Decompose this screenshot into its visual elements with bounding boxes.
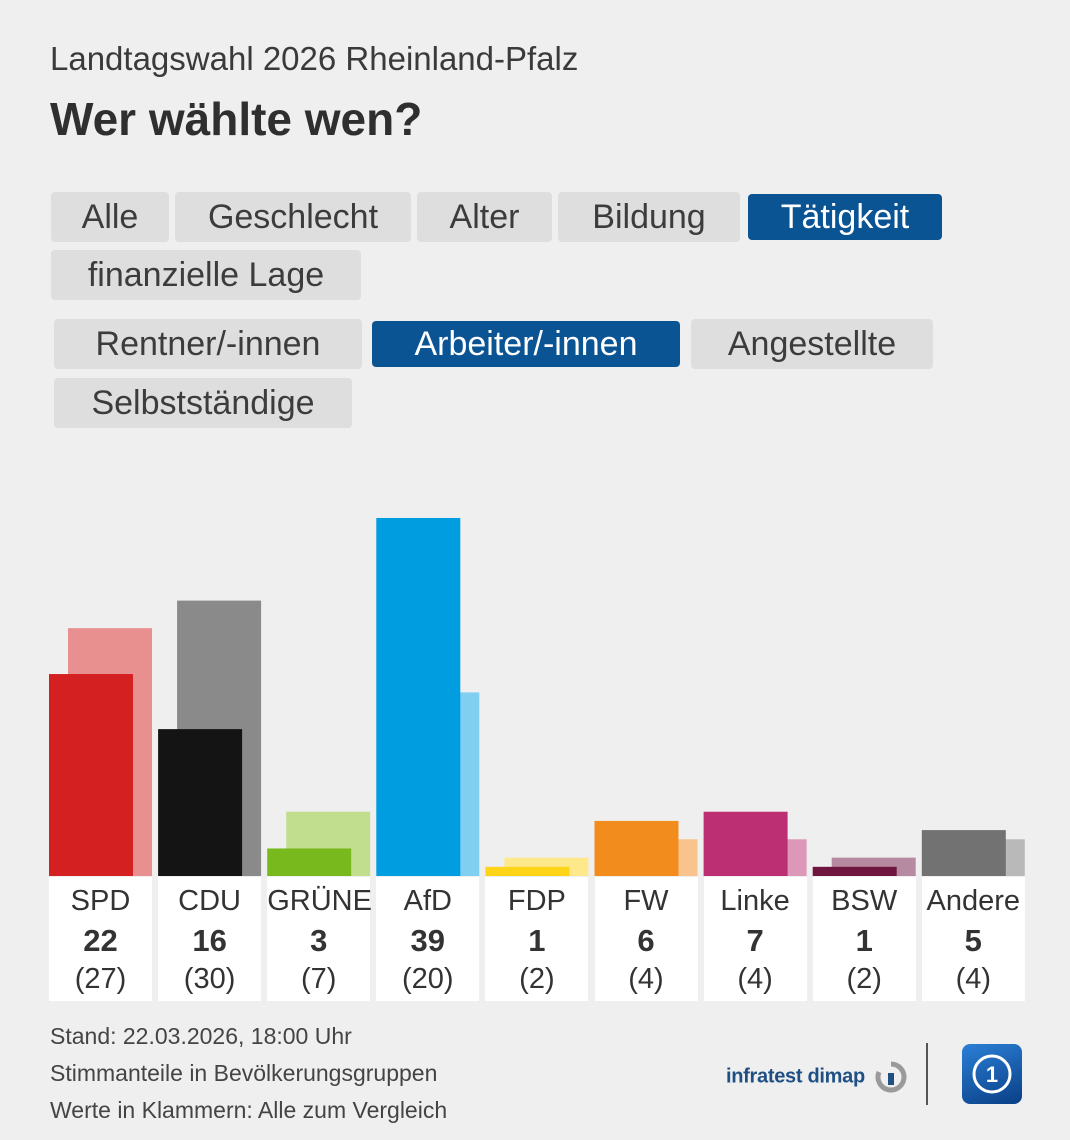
category-tabs: Alle Geschlecht Alter Bildung Tätigkeit …	[50, 192, 1010, 302]
label-card-cdu: CDU 16 (30)	[158, 877, 262, 1001]
vote-share-bar-chart	[49, 517, 1025, 876]
party-name-fw: FW	[623, 885, 669, 917]
label-card-linke: Linke 7 (4)	[703, 877, 807, 1001]
label-card-afd: AfD 39 (20)	[376, 877, 480, 1001]
party-compare-bsw: (2)	[846, 963, 882, 995]
party-compare-cdu: (30)	[183, 963, 236, 995]
party-value-fdp: 1	[528, 923, 546, 958]
bar-linke	[703, 811, 788, 876]
chart-title: Wer wählte wen?	[50, 93, 423, 145]
party-value-bsw: 1	[855, 923, 873, 958]
party-name-andere: Andere	[926, 885, 1021, 917]
party-name-cdu: CDU	[178, 885, 242, 917]
party-value-cdu: 16	[192, 923, 227, 958]
party-value-linke: 7	[746, 923, 764, 958]
tab-alle[interactable]: Alle	[51, 192, 169, 242]
party-compare-afd: (20)	[402, 963, 454, 995]
bar-gr-ne	[267, 848, 352, 876]
party-value-fw: 6	[637, 923, 655, 958]
party-compare-fdp: (2)	[519, 963, 555, 995]
label-card-andere: Andere 5 (4)	[921, 877, 1025, 1001]
footer-divider	[926, 1043, 928, 1105]
party-value-gr-ne: 3	[310, 923, 328, 958]
party-value-andere: 5	[964, 923, 982, 958]
tab-rentner[interactable]: Rentner/-innen	[54, 319, 362, 369]
party-value-afd: 39	[410, 923, 446, 958]
label-card-fw: FW 6 (4)	[594, 877, 698, 1001]
footer-note-compare: Werte in Klammern: Alle zum Vergleich	[50, 1097, 448, 1123]
bar-fdp	[485, 866, 570, 876]
party-compare-andere: (4)	[955, 963, 992, 995]
label-card-fdp: FDP 1 (2)	[485, 877, 589, 1001]
label-card-spd: SPD 22 (27)	[49, 877, 152, 1001]
party-name-afd: AfD	[403, 885, 452, 917]
infratest-brand-text: infratest dimap	[726, 1065, 865, 1088]
party-name-fdp: FDP	[507, 885, 566, 917]
bar-andere	[921, 830, 1006, 876]
tab-geschlecht[interactable]: Geschlecht	[175, 192, 411, 242]
label-card-gr-ne: GRÜNE 3 (7)	[267, 877, 372, 1001]
ard-one-logo-icon: 1	[962, 1044, 1022, 1104]
tab-bildung[interactable]: Bildung	[558, 192, 740, 242]
bar-spd	[49, 674, 133, 876]
chart-subtitle: Landtagswahl 2026 Rheinland-Pfalz	[50, 40, 579, 77]
party-compare-fw: (4)	[628, 963, 664, 995]
svg-text:1: 1	[986, 1062, 998, 1087]
tab-angestellte[interactable]: Angestellte	[691, 319, 933, 369]
party-compare-gr-ne: (7)	[300, 963, 337, 995]
tab-selbststaendige[interactable]: Selbstständige	[54, 378, 352, 428]
tab-alter[interactable]: Alter	[417, 192, 552, 242]
party-compare-linke: (4)	[737, 963, 773, 995]
label-card-bsw: BSW 1 (2)	[812, 877, 916, 1001]
group-tabs: Rentner/-innen Arbeiter/-innen Angestell…	[50, 319, 1010, 429]
infratest-brand: infratest dimap	[726, 1060, 908, 1094]
bar-fw	[594, 820, 679, 876]
party-name-spd: SPD	[70, 885, 131, 917]
footer-stand: Stand: 22.03.2026, 18:00 Uhr	[50, 1023, 352, 1049]
party-name-gr-ne: GRÜNE	[267, 885, 372, 917]
party-value-spd: 22	[83, 923, 118, 958]
party-compare-spd: (27)	[74, 963, 127, 995]
bar-afd	[376, 517, 461, 876]
tab-finanzielle-lage[interactable]: finanzielle Lage	[51, 250, 361, 300]
infratest-logo-icon	[875, 1061, 907, 1093]
tab-taetigkeit[interactable]: Tätigkeit	[748, 194, 942, 240]
ard-one-logo-glyph: 1	[972, 1054, 1012, 1094]
bar-bsw	[812, 866, 897, 876]
footer-note-groups: Stimmanteile in Bevölkerungsgruppen	[50, 1060, 438, 1086]
party-name-linke: Linke	[720, 885, 790, 917]
tab-arbeiter[interactable]: Arbeiter/-innen	[372, 321, 680, 367]
party-name-bsw: BSW	[831, 885, 898, 917]
bar-cdu	[158, 729, 243, 876]
